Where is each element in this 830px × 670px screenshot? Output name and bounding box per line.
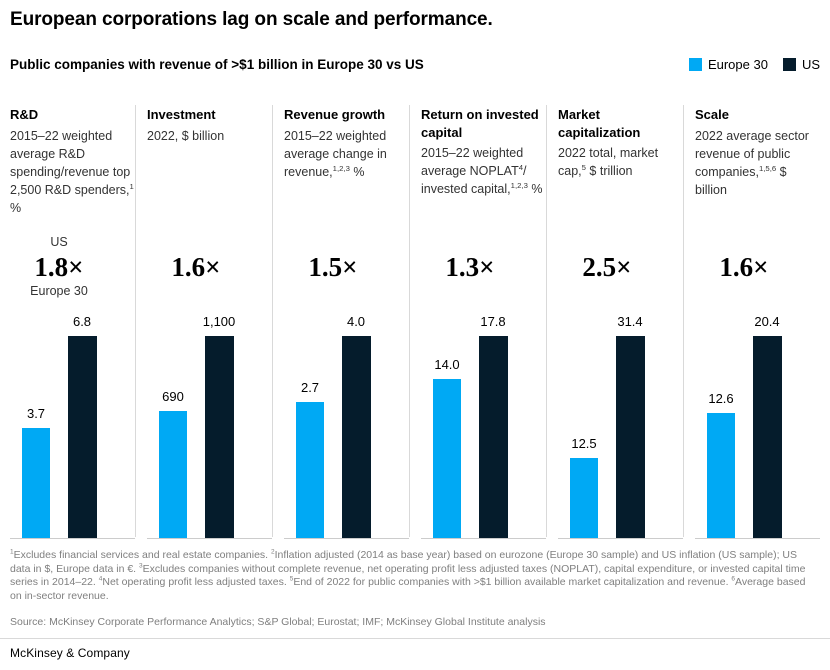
us-bar: [205, 336, 234, 538]
us-bar-value-label: 17.8: [480, 314, 506, 329]
legend-label: Europe 30: [707, 57, 768, 72]
europe-bar: [570, 458, 598, 538]
legend: Europe 30 US: [688, 57, 820, 72]
multiplier-top-label: [705, 234, 783, 251]
europe-bar-value-label: 12.6: [708, 391, 734, 406]
multiplier-block: US 1.8× Europe 30: [20, 228, 98, 309]
bar-chart: 2.7 4.0: [284, 309, 409, 539]
bar-chart: 690 1,100: [147, 309, 272, 539]
metric-panel: Market capitalization 2022 total, market…: [546, 105, 683, 539]
legend-item: US: [782, 57, 820, 72]
us-bar: [68, 336, 97, 538]
multiplier-bottom-label: [568, 283, 646, 300]
metric-panel: Scale 2022 average sector revenue of pub…: [683, 105, 820, 539]
us-bar-value-label: 31.4: [617, 314, 643, 329]
panel-header: R&D 2015–22 weighted average R&D spendin…: [10, 105, 135, 228]
metric-panels: R&D 2015–22 weighted average R&D spendin…: [10, 105, 820, 539]
panel-title: R&D: [10, 107, 39, 122]
us-bar: [616, 336, 645, 538]
us-bar-value-label: 20.4: [754, 314, 780, 329]
multiplier-top-label: [568, 234, 646, 251]
source-line: Source: McKinsey Corporate Performance A…: [10, 616, 546, 628]
multiplier-bottom-label: [705, 283, 783, 300]
multiplier-value: 1.5×: [308, 252, 358, 282]
europe-bar: [22, 428, 50, 538]
multiplier-value: 1.6×: [719, 252, 769, 282]
panel-title: Revenue growth: [284, 107, 386, 122]
multiplier-top-label: [294, 234, 372, 251]
panel-title: Investment: [147, 107, 216, 122]
multiplier-bottom-label: [431, 283, 509, 300]
panel-title: Scale: [695, 107, 729, 122]
europe-bar-value-label: 14.0: [434, 357, 460, 372]
metric-panel: R&D 2015–22 weighted average R&D spendin…: [10, 105, 135, 539]
us-bar: [479, 336, 508, 538]
footnotes: 1Excludes financial services and real es…: [10, 548, 806, 602]
footer-divider: [0, 638, 830, 639]
multiplier-block: 1.5×: [294, 228, 372, 309]
europe-bar-value-label: 12.5: [571, 436, 597, 451]
europe-bar-value-label: 3.7: [26, 406, 46, 421]
bar-chart: 12.6 20.4: [695, 309, 820, 539]
panel-header: Investment 2022, $ billion: [147, 105, 272, 228]
multiplier-block: 1.6×: [157, 228, 235, 309]
multiplier-value: 1.6×: [171, 252, 221, 282]
europe-bar: [707, 413, 735, 538]
legend-item: Europe 30: [688, 57, 768, 72]
us-bar-value-label: 1,100: [202, 314, 236, 329]
panel-description: 2015–22 weighted average NOPLAT4/ invest…: [421, 146, 543, 197]
multiplier-bottom-label: Europe 30: [30, 284, 88, 298]
panel-title: Market capitalization: [558, 107, 641, 140]
multiplier-block: 1.3×: [431, 228, 509, 309]
europe-bar-value-label: 2.7: [300, 380, 320, 395]
panel-description: 2015–22 weighted average R&D spending/re…: [10, 128, 134, 216]
metric-panel: Return on invested capital 2015–22 weigh…: [409, 105, 546, 539]
panel-description: 2022 total, market cap,5 $ trillion: [558, 146, 659, 179]
panel-description: 2015–22 weighted average change in reven…: [284, 128, 387, 179]
panel-header: Scale 2022 average sector revenue of pub…: [695, 105, 820, 228]
us-bar-value-label: 4.0: [346, 314, 366, 329]
company-wordmark: McKinsey & Company: [10, 646, 130, 660]
multiplier-value: 1.3×: [445, 252, 495, 282]
us-bar: [342, 336, 371, 538]
panel-header: Revenue growth 2015–22 weighted average …: [284, 105, 409, 228]
multiplier-top-label: [431, 234, 509, 251]
europe-bar: [433, 379, 461, 538]
metric-panel: Investment 2022, $ billion 1.6× 690 1,10…: [135, 105, 272, 539]
bar-chart: 14.0 17.8: [421, 309, 546, 539]
europe-bar-value-label: 690: [162, 389, 184, 404]
bar-chart: 12.5 31.4: [558, 309, 683, 539]
exhibit-title: European corporations lag on scale and p…: [10, 9, 493, 30]
panel-header: Return on invested capital 2015–22 weigh…: [421, 105, 546, 228]
panel-description: 2022, $ billion: [147, 128, 225, 143]
bar-chart: 3.7 6.8: [10, 309, 135, 539]
multiplier-top-label: [157, 234, 235, 251]
panel-header: Market capitalization 2022 total, market…: [558, 105, 683, 228]
multiplier-bottom-label: [157, 283, 235, 300]
multiplier-value: 2.5×: [582, 252, 632, 282]
europe-bar: [159, 411, 187, 538]
legend-swatch: [782, 58, 796, 71]
multiplier-value: 1.8×: [34, 252, 84, 282]
exhibit-subtitle: Public companies with revenue of >$1 bil…: [10, 57, 424, 72]
legend-label: US: [801, 57, 820, 72]
multiplier-top-label: US: [50, 235, 68, 249]
us-bar: [753, 336, 782, 538]
multiplier-bottom-label: [294, 283, 372, 300]
legend-swatch: [688, 58, 702, 71]
panel-description: 2022 average sector revenue of public co…: [695, 128, 809, 197]
multiplier-block: 1.6×: [705, 228, 783, 309]
us-bar-value-label: 6.8: [72, 314, 92, 329]
metric-panel: Revenue growth 2015–22 weighted average …: [272, 105, 409, 539]
subtitle-row: Public companies with revenue of >$1 bil…: [10, 57, 820, 72]
multiplier-block: 2.5×: [568, 228, 646, 309]
panel-title: Return on invested capital: [421, 107, 539, 140]
europe-bar: [296, 402, 324, 538]
